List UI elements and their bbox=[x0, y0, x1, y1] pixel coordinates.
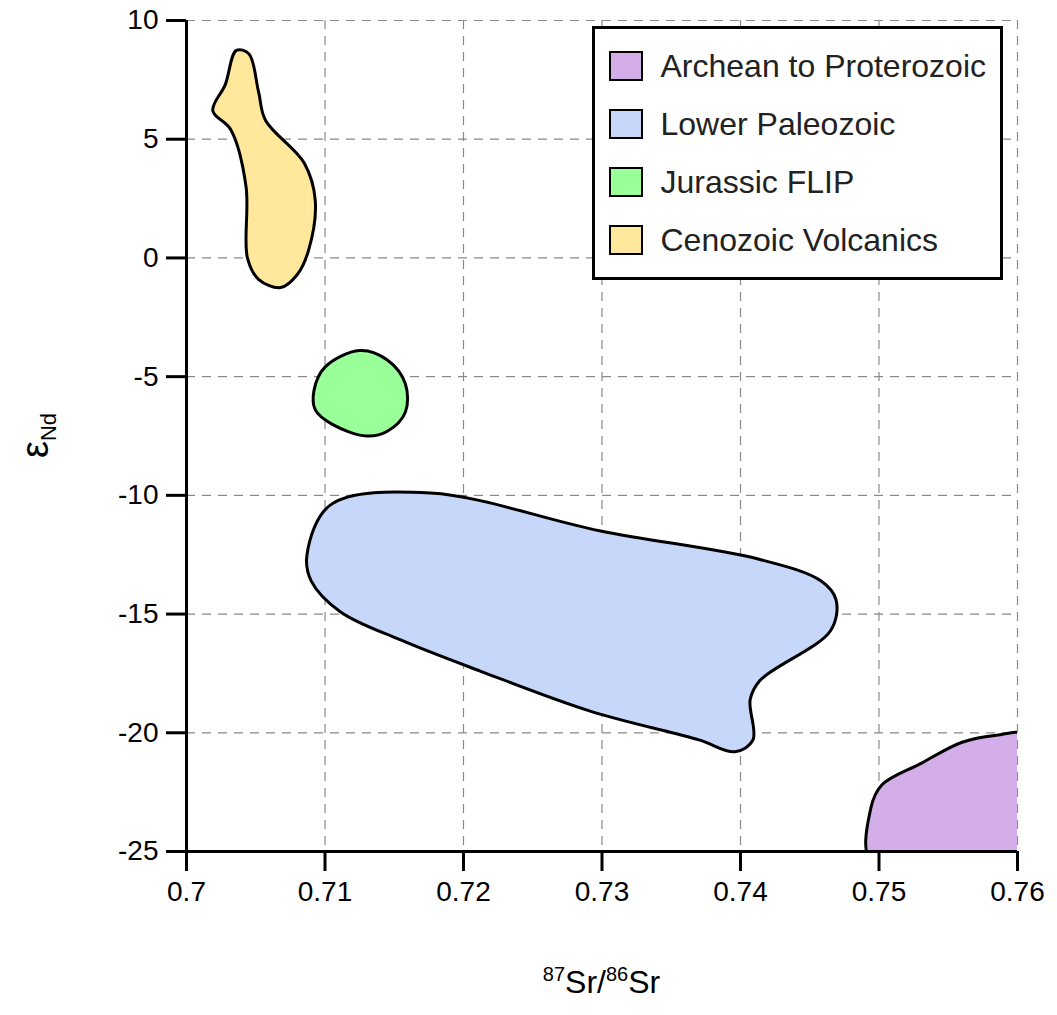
svg-text:0.73: 0.73 bbox=[575, 876, 630, 907]
svg-text:-25: -25 bbox=[118, 835, 158, 866]
html-text:Cenozoic Volcanics: Cenozoic Volcanics bbox=[660, 221, 938, 258]
svg-text:-10: -10 bbox=[118, 479, 158, 510]
svg-text:0.75: 0.75 bbox=[852, 876, 907, 907]
svg-text:0.76: 0.76 bbox=[990, 876, 1045, 907]
svg-text:-20: -20 bbox=[118, 717, 158, 748]
svg-text:0.74: 0.74 bbox=[713, 876, 768, 907]
html-text:Lower Paleozoic: Lower Paleozoic bbox=[660, 105, 896, 142]
svg-text:5: 5 bbox=[143, 123, 159, 154]
svg-text:10: 10 bbox=[127, 4, 158, 35]
svg-text:0: 0 bbox=[143, 242, 159, 273]
svg-text:εNd: εNd bbox=[14, 413, 61, 458]
svg-text:0.72: 0.72 bbox=[436, 876, 491, 907]
svg-text:0.7: 0.7 bbox=[167, 876, 206, 907]
svg-text:-5: -5 bbox=[134, 361, 159, 392]
html-text:Jurassic FLIP: Jurassic FLIP bbox=[660, 163, 855, 200]
svg-text:-15: -15 bbox=[118, 598, 158, 629]
svg-text:87Sr/86Sr: 87Sr/86Sr bbox=[543, 963, 661, 1000]
html-text:Archean to Proterozoic: Archean to Proterozoic bbox=[660, 47, 986, 84]
svg-text:0.71: 0.71 bbox=[298, 876, 353, 907]
